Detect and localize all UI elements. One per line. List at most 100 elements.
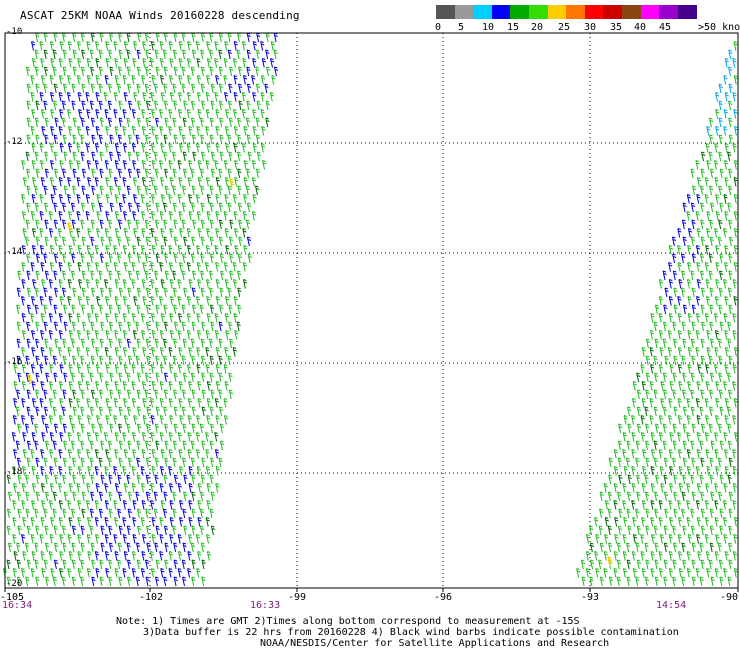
wind-barb	[123, 58, 128, 68]
wind-barb	[700, 559, 705, 570]
wind-barb	[145, 202, 151, 213]
wind-barb	[105, 364, 110, 374]
wind-barb	[724, 58, 729, 68]
wind-barb	[714, 449, 719, 459]
wind-barb	[116, 270, 122, 281]
wind-barb	[89, 253, 95, 264]
wind-barb	[122, 534, 128, 544]
wind-barb	[117, 168, 123, 179]
wind-barb	[118, 219, 123, 230]
wind-barb	[690, 338, 696, 349]
wind-barb	[672, 372, 677, 383]
wind-barb	[35, 321, 40, 332]
wind-barb	[681, 219, 687, 230]
wind-barb	[63, 372, 68, 383]
wind-barb	[43, 406, 49, 417]
wind-barb	[724, 177, 729, 187]
wind-barb	[237, 202, 243, 213]
wind-barb	[636, 525, 642, 536]
wind-barb	[26, 406, 31, 417]
wind-barb	[114, 228, 120, 238]
wind-barb	[90, 542, 95, 553]
wind-barb	[137, 423, 142, 434]
wind-barb	[95, 364, 100, 374]
wind-barb	[163, 372, 169, 383]
wind-barb	[81, 100, 86, 111]
wind-barb	[126, 389, 132, 400]
wind-barb	[636, 491, 641, 502]
wind-barb	[122, 160, 128, 170]
wind-barb	[186, 228, 191, 238]
wind-barb	[242, 279, 248, 289]
wind-barb	[155, 32, 160, 43]
wind-barb	[71, 321, 77, 332]
wind-barb	[224, 41, 229, 51]
wind-barb	[700, 491, 705, 502]
wind-barb	[89, 372, 94, 383]
wind-barb	[191, 576, 196, 587]
wind-barb	[178, 347, 183, 357]
wind-barb	[154, 49, 159, 60]
wind-barb	[701, 321, 706, 332]
wind-barb	[96, 194, 101, 204]
wind-barb	[178, 381, 183, 391]
wind-barb	[173, 32, 178, 43]
wind-barb	[682, 423, 687, 434]
wind-barb	[6, 474, 11, 485]
wind-barb	[104, 534, 109, 544]
wind-barb	[589, 576, 594, 587]
wind-barb	[17, 525, 22, 536]
wind-barb	[173, 389, 178, 400]
wind-barb	[150, 364, 156, 374]
wind-barb	[722, 500, 728, 510]
wind-barb	[273, 32, 278, 43]
wind-barb	[715, 245, 720, 255]
wind-barb	[76, 143, 81, 153]
wind-barb	[682, 406, 688, 417]
wind-barb	[708, 117, 714, 128]
wind-barb	[210, 321, 215, 332]
wind-barb	[114, 568, 119, 578]
wind-barb	[238, 236, 243, 247]
wind-barb	[159, 551, 164, 561]
wind-barb	[40, 75, 46, 85]
wind-barb	[691, 423, 696, 434]
wind-barb	[644, 406, 649, 417]
wind-barb	[132, 177, 138, 187]
wind-barb	[16, 491, 21, 502]
wind-barb	[627, 525, 632, 536]
wind-barb	[636, 389, 642, 400]
wind-barb	[150, 279, 155, 289]
wind-barb	[206, 296, 211, 306]
wind-barb	[195, 194, 201, 204]
wind-barb	[733, 109, 738, 119]
wind-barb	[30, 517, 35, 527]
wind-barb	[626, 440, 631, 451]
wind-barb	[62, 542, 67, 553]
wind-barb	[105, 262, 110, 272]
wind-barb	[30, 568, 35, 578]
wind-barb	[215, 109, 220, 119]
wind-barb	[54, 287, 59, 298]
wind-barb	[704, 398, 709, 408]
wind-barb	[123, 398, 128, 408]
wind-barb	[210, 100, 215, 111]
wind-barb	[141, 75, 146, 85]
wind-barb	[67, 568, 72, 578]
wind-barb	[164, 117, 169, 128]
lat-label: -18	[6, 467, 23, 477]
wind-barb	[718, 559, 724, 570]
wind-barb	[191, 321, 196, 332]
wind-barb	[673, 304, 678, 315]
wind-barb	[151, 75, 156, 85]
wind-barb	[719, 440, 724, 451]
wind-barb	[261, 58, 267, 68]
wind-barb	[160, 92, 165, 102]
wind-barb	[44, 355, 49, 366]
wind-barb	[673, 406, 678, 417]
wind-barb	[178, 449, 183, 459]
wind-barb	[59, 398, 64, 408]
wind-barb	[109, 66, 114, 77]
wind-barb	[80, 576, 85, 587]
wind-barb	[31, 160, 36, 170]
